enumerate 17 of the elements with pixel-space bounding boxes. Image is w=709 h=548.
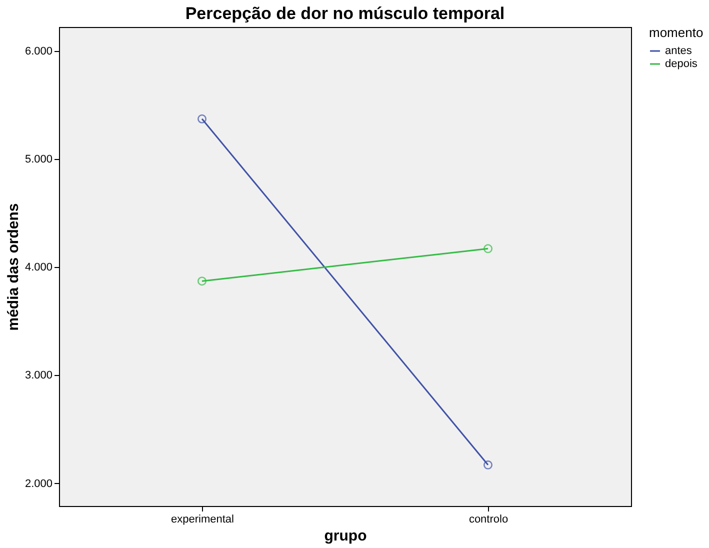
y-tick-label: 4.000: [24, 262, 52, 274]
point: [483, 460, 493, 470]
legend-label: antes: [665, 45, 692, 57]
x-tick-label: experimental: [171, 514, 234, 526]
chart-title: Percepção de dor no músculo temporal: [185, 4, 505, 23]
y-tick-label: 6.000: [24, 45, 52, 58]
y-tick-label: 3.000: [24, 370, 52, 382]
legend-label: depois: [665, 58, 698, 70]
x-axis-title: grupo: [324, 528, 367, 544]
point: [197, 276, 207, 286]
x-tick-label: controlo: [468, 514, 508, 526]
y-tick-label: 5.000: [24, 153, 52, 166]
y-tick-label: 2.000: [24, 478, 52, 490]
legend-title: momento: [649, 25, 704, 40]
point: [197, 114, 207, 124]
y-axis-title: média das ordens: [4, 203, 22, 331]
point: [483, 244, 493, 254]
